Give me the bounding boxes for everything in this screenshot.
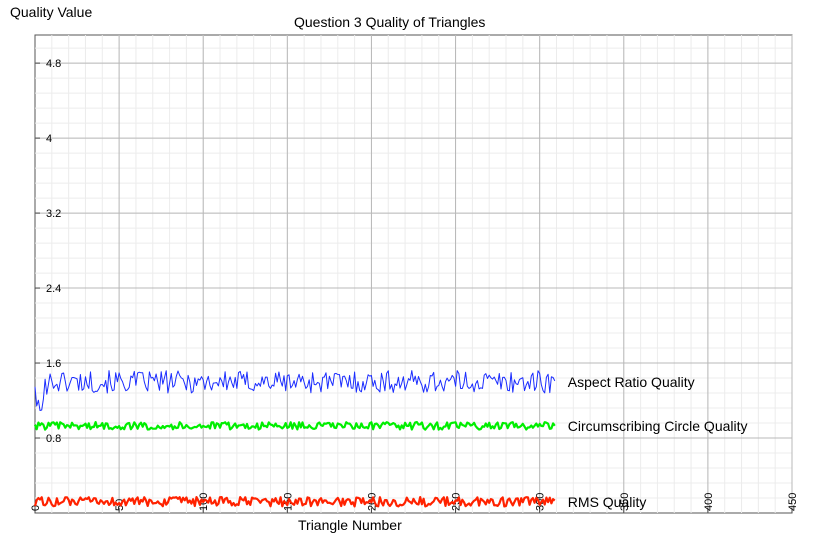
- y-tick-label: 4.8: [46, 58, 61, 70]
- series-line: [33, 421, 556, 431]
- x-tick-label: 450: [787, 493, 799, 511]
- chart-title: Question 3 Quality of Triangles: [294, 14, 486, 30]
- x-tick-label: 400: [703, 493, 715, 511]
- series-lines: [33, 370, 556, 508]
- x-tick-label: 0: [30, 505, 42, 511]
- series-label: Aspect Ratio Quality: [568, 374, 695, 390]
- y-axis-ticks: 0.8 1.6 2.4 3.2 4 4.8: [35, 58, 61, 445]
- plot-area: [34, 34, 793, 514]
- y-tick-label: 1.6: [46, 358, 61, 370]
- y-tick-label: 0.8: [46, 433, 61, 445]
- y-tick-label: 4: [46, 133, 52, 145]
- series-labels: Aspect Ratio Quality Circumscribing Circl…: [568, 374, 748, 510]
- y-tick-label: 3.2: [46, 208, 61, 220]
- major-grid: [35, 35, 793, 513]
- x-axis-label: Triangle Number: [298, 517, 402, 533]
- minor-grid: [35, 35, 792, 513]
- series-line: [34, 370, 556, 411]
- series-line: [33, 496, 556, 508]
- y-axis-label: Quality Value: [10, 4, 93, 20]
- y-tick-label: 2.4: [46, 283, 61, 295]
- series-label: Circumscribing Circle Quality: [568, 418, 748, 434]
- x-tick-label: 350: [619, 493, 631, 511]
- series-label: RMS Quality: [568, 494, 647, 510]
